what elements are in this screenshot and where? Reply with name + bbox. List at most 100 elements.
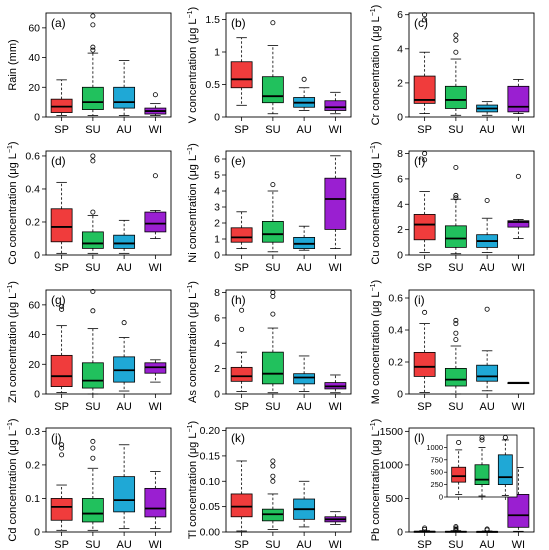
y-tick-label: 0.2 xyxy=(25,459,40,471)
y-axis-title: Ni concentration (μg L−1) xyxy=(187,143,199,263)
box-outlier xyxy=(90,153,96,159)
panel-c: 0 2 4 6 SP SU AU WI (c) Cr concentration (μg L−1) xyxy=(370,5,535,136)
box-outlier xyxy=(59,303,65,309)
box-outlier xyxy=(484,197,490,203)
y-axis-unit: (μg L xyxy=(187,155,199,183)
y-tick-label: 0.3 xyxy=(25,426,40,438)
x-tick-label: SU xyxy=(448,124,463,136)
box-box-SU xyxy=(261,220,284,243)
plot-frame xyxy=(408,427,535,533)
x-tick-label: SU xyxy=(448,401,463,413)
box-outlier xyxy=(515,173,521,179)
box-box-AU xyxy=(113,86,136,109)
box-outlier xyxy=(270,290,276,296)
plot-frame xyxy=(225,289,352,395)
x-tick-label: SP xyxy=(234,539,249,550)
box-box-SU xyxy=(444,225,467,248)
plot-frame xyxy=(408,150,535,256)
y-tick-label: 5 xyxy=(214,170,220,182)
box-box-SU xyxy=(81,231,104,249)
x-tick-label: WI xyxy=(512,124,525,136)
box-outlier xyxy=(59,452,65,458)
y-axis-unit-close: ) xyxy=(370,5,382,9)
y-axis-unit: (μg L xyxy=(370,291,382,319)
box-outlier xyxy=(152,92,158,98)
y-axis-unit: (μg L xyxy=(7,430,19,458)
box-box-WI xyxy=(144,487,167,518)
y-axis-title-text: Ni concentration xyxy=(187,183,199,263)
x-tick-label: AU xyxy=(296,262,311,274)
box-outlier xyxy=(90,13,96,19)
box-outlier xyxy=(59,445,65,451)
panel-label: (l) xyxy=(414,431,425,445)
box-outlier xyxy=(422,151,428,157)
y-axis-unit: (μg L xyxy=(187,18,199,46)
box-outlier xyxy=(270,311,276,317)
box-box-SP xyxy=(413,214,436,241)
y-tick-label: 60 xyxy=(28,22,40,34)
y-tick-label: 0 xyxy=(214,389,220,401)
y-axis-unit-close: ) xyxy=(370,419,382,423)
x-tick-label: WI xyxy=(329,262,342,274)
y-axis-title: Cd concentration (μg L−1) xyxy=(7,418,19,541)
box-outlier xyxy=(453,317,459,323)
inset-box-outlier xyxy=(479,437,485,443)
box-box-SU xyxy=(444,367,467,387)
panel-j: 0 0.1 0.2 0.3 SP SU AU WI (j) Cd concentration (μ… xyxy=(7,418,172,550)
panel-label: (b) xyxy=(231,16,246,30)
y-axis-title: Cr concentration (μg L−1) xyxy=(370,5,382,126)
panel-label: (e) xyxy=(231,154,246,168)
y-tick-label: 0 xyxy=(214,112,220,124)
box-box-SU xyxy=(261,351,284,385)
plot-frame xyxy=(45,150,172,256)
y-axis-unit-exp: −1 xyxy=(370,422,377,430)
y-tick-label: 4 xyxy=(397,199,403,211)
y-tick-label: 0.10 xyxy=(200,476,221,488)
y-tick-label: 6 xyxy=(214,154,220,166)
y-tick-label: 0.4 xyxy=(25,183,40,195)
box-outlier xyxy=(90,158,96,164)
x-tick-label: SP xyxy=(234,124,249,136)
x-tick-label: SU xyxy=(265,262,280,274)
inset-box-outlier xyxy=(479,434,485,440)
y-axis-unit: (μg L xyxy=(370,430,382,458)
x-tick-label: AU xyxy=(116,124,131,136)
x-tick-label: SU xyxy=(448,262,463,274)
plot-frame xyxy=(45,12,172,118)
y-axis-title: Rain (mm) xyxy=(7,39,19,90)
y-axis-unit-close: ) xyxy=(187,421,199,425)
panel-b: 0 0.5 1 1.5 SP SU AU WI (b) V concentration (μg L… xyxy=(187,7,352,136)
y-axis-unit-exp: −1 xyxy=(7,145,14,153)
plot-frame xyxy=(225,427,352,533)
x-tick-label: WI xyxy=(149,124,162,136)
x-tick-label: SU xyxy=(265,539,280,550)
box-outlier xyxy=(270,20,276,26)
y-axis-title: V concentration (μg L−1) xyxy=(187,7,199,123)
y-tick-label: 0.5 xyxy=(205,79,220,91)
y-axis-title-text: Mo concentration xyxy=(370,320,382,404)
box-outlier xyxy=(90,47,96,53)
box-outlier xyxy=(453,49,459,55)
plot-frame xyxy=(408,289,535,395)
y-tick-label: 6 xyxy=(397,9,403,21)
y-tick-label: 0.20 xyxy=(200,425,221,437)
x-tick-label: SP xyxy=(54,262,69,274)
y-tick-label: 0 xyxy=(214,250,220,262)
y-axis-title: Pb concentration (μg L−1) xyxy=(370,419,382,542)
inset-y-tick-label: 500 xyxy=(430,468,443,477)
x-tick-label: AU xyxy=(116,401,131,413)
box-outlier xyxy=(239,307,245,313)
plot-frame xyxy=(225,12,352,118)
x-tick-label: SP xyxy=(417,539,432,550)
box-box-WI xyxy=(507,494,530,528)
box-outlier xyxy=(90,209,96,215)
box-box-AU xyxy=(293,373,316,385)
y-tick-label: 0.1 xyxy=(25,493,40,505)
box-outlier xyxy=(59,442,65,448)
y-axis-title-text: Cu concentration xyxy=(370,181,382,264)
y-tick-label: 0.4 xyxy=(388,325,403,337)
y-tick-label: 1 xyxy=(214,47,220,59)
panel-e: 0 1 2 3 4 5 6 SP SU AU WI (e) Ni concentration (μg L… xyxy=(187,143,352,274)
x-tick-label: WI xyxy=(329,124,342,136)
